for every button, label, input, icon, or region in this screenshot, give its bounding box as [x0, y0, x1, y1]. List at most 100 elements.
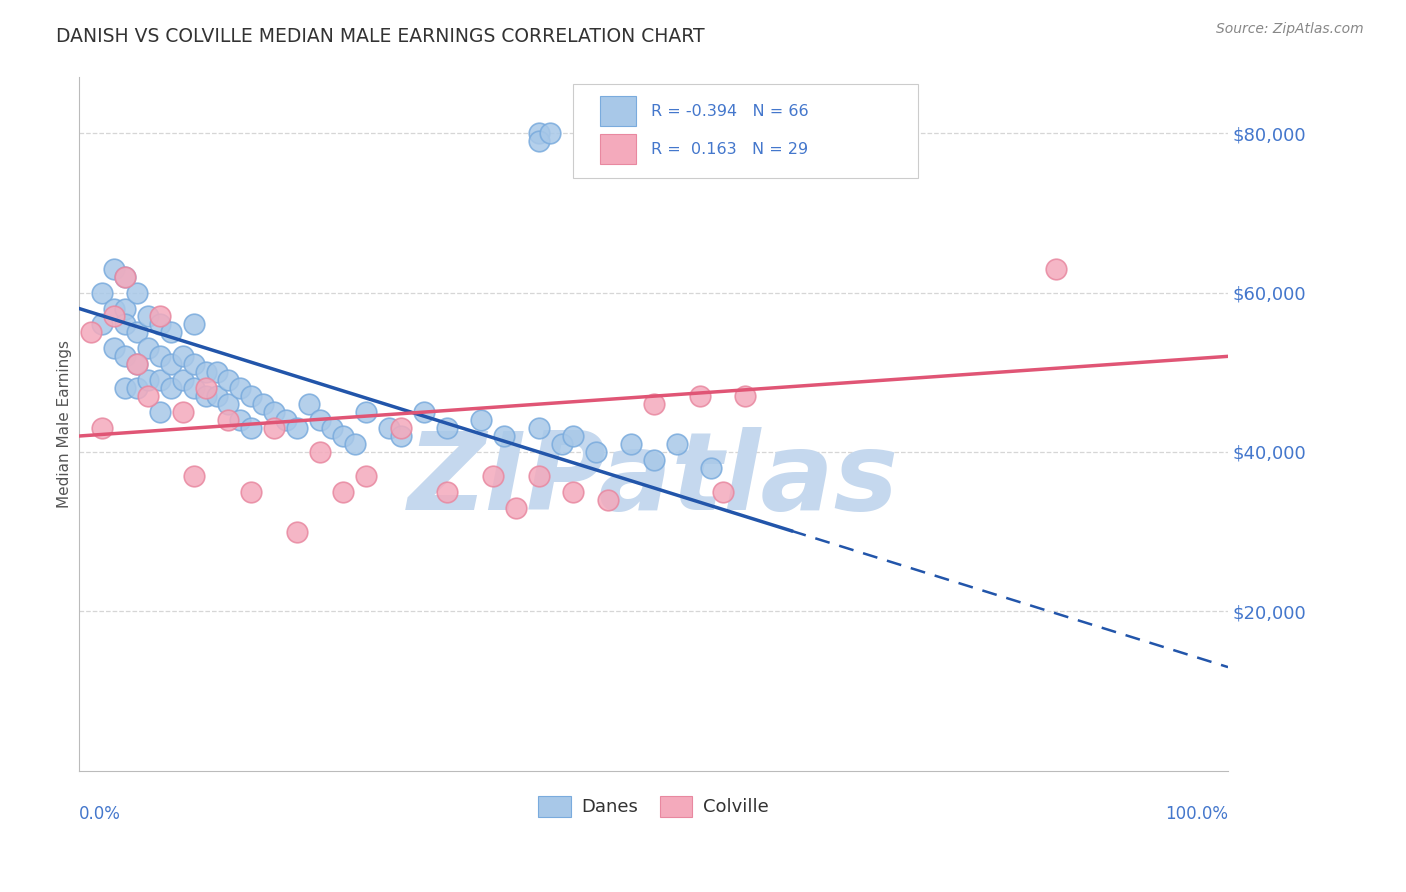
Point [79, 326, 101, 340]
Point [389, 429, 412, 443]
Point [125, 285, 148, 300]
Point [527, 468, 550, 483]
Point [436, 421, 458, 435]
Point [389, 421, 412, 435]
Point [160, 326, 183, 340]
Text: 100.0%: 100.0% [1166, 805, 1227, 823]
Point [103, 301, 125, 316]
Point [263, 405, 285, 419]
Point [103, 342, 125, 356]
Text: 0.0%: 0.0% [79, 805, 121, 823]
Point [527, 421, 550, 435]
Point [194, 389, 217, 403]
Point [114, 269, 136, 284]
Point [620, 437, 643, 451]
Point [103, 310, 125, 324]
Point [218, 397, 240, 411]
Point [218, 413, 240, 427]
Point [172, 349, 194, 363]
Point [643, 397, 665, 411]
Point [114, 301, 136, 316]
Point [148, 310, 170, 324]
Point [114, 349, 136, 363]
Point [218, 373, 240, 387]
Point [91, 318, 114, 332]
Point [356, 405, 378, 419]
Point [172, 373, 194, 387]
Point [148, 349, 170, 363]
Point [436, 484, 458, 499]
Text: DANISH VS COLVILLE MEDIAN MALE EARNINGS CORRELATION CHART: DANISH VS COLVILLE MEDIAN MALE EARNINGS … [56, 27, 704, 45]
Point [665, 437, 688, 451]
Point [252, 397, 274, 411]
Point [240, 421, 263, 435]
Point [309, 413, 332, 427]
Point [527, 126, 550, 140]
Point [538, 126, 561, 140]
Point [194, 365, 217, 379]
Text: Source: ZipAtlas.com: Source: ZipAtlas.com [1216, 22, 1364, 37]
Point [91, 421, 114, 435]
Point [274, 413, 297, 427]
Point [103, 261, 125, 276]
Point [505, 500, 527, 515]
Point [298, 397, 321, 411]
Point [91, 285, 114, 300]
Point [114, 318, 136, 332]
Point [229, 413, 252, 427]
Point [114, 269, 136, 284]
Point [240, 484, 263, 499]
Point [562, 484, 585, 499]
Point [481, 468, 503, 483]
Legend: Danes, Colville: Danes, Colville [531, 789, 776, 824]
Point [287, 524, 309, 539]
Point [136, 342, 159, 356]
Point [183, 318, 205, 332]
Point [700, 461, 723, 475]
Point [160, 357, 183, 371]
Y-axis label: Median Male Earnings: Median Male Earnings [58, 340, 72, 508]
FancyBboxPatch shape [599, 135, 637, 164]
Point [596, 492, 619, 507]
Point [332, 484, 354, 499]
Point [711, 484, 734, 499]
Point [183, 357, 205, 371]
Point [412, 405, 434, 419]
Point [125, 357, 148, 371]
Text: ZIPatlas: ZIPatlas [408, 426, 900, 533]
Point [125, 381, 148, 395]
Point [321, 421, 343, 435]
Point [148, 318, 170, 332]
Point [643, 453, 665, 467]
Point [125, 326, 148, 340]
Point [114, 381, 136, 395]
Point [205, 389, 228, 403]
Point [229, 381, 252, 395]
Text: R =  0.163   N = 29: R = 0.163 N = 29 [651, 142, 808, 157]
Point [332, 429, 354, 443]
Point [136, 310, 159, 324]
Point [172, 405, 194, 419]
Point [148, 405, 170, 419]
Point [527, 134, 550, 148]
Point [343, 437, 366, 451]
Point [734, 389, 756, 403]
Point [689, 389, 711, 403]
Point [287, 421, 309, 435]
Point [160, 381, 183, 395]
Point [562, 429, 585, 443]
Text: R = -0.394   N = 66: R = -0.394 N = 66 [651, 103, 808, 119]
Point [470, 413, 492, 427]
Point [183, 468, 205, 483]
Point [309, 445, 332, 459]
Point [183, 381, 205, 395]
FancyBboxPatch shape [574, 85, 918, 178]
Point [205, 365, 228, 379]
Point [148, 373, 170, 387]
Point [550, 437, 572, 451]
Point [240, 389, 263, 403]
Point [263, 421, 285, 435]
Point [136, 373, 159, 387]
Point [125, 357, 148, 371]
Point [378, 421, 401, 435]
